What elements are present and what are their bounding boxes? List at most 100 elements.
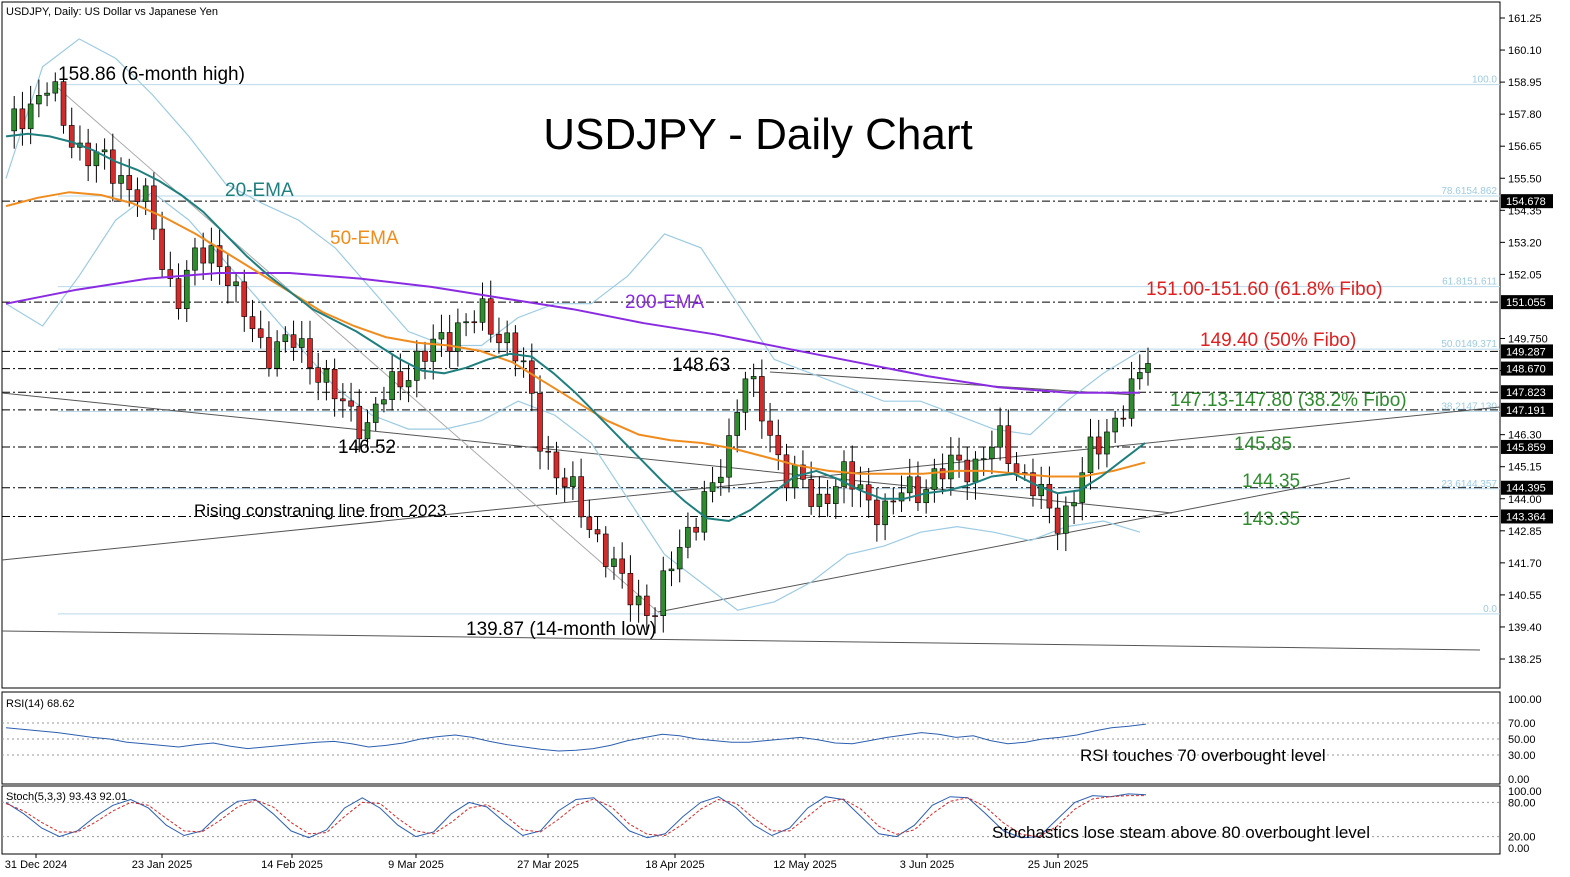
annotation-fibo618: 151.00-151.60 (61.8% Fibo) bbox=[1146, 279, 1383, 300]
chart-title: USDJPY - Daily Chart bbox=[543, 110, 973, 159]
price-tag-label: 144.395 bbox=[1506, 483, 1546, 495]
candle-body bbox=[496, 333, 502, 344]
annotation-low: 139.87 (14-month low) bbox=[466, 619, 656, 640]
candle-body bbox=[709, 482, 716, 492]
price-tick-label: 146.30 bbox=[1508, 430, 1542, 442]
price-tick-label: 158.95 bbox=[1508, 77, 1542, 89]
price-tag-box bbox=[1501, 402, 1553, 417]
candle-body bbox=[841, 461, 847, 487]
fibo-diagonal bbox=[57, 87, 659, 613]
candle-body bbox=[200, 247, 206, 264]
candle-body bbox=[948, 454, 954, 480]
date-label: 3 Jun 2025 bbox=[900, 859, 954, 871]
date-axis: 31 Dec 2024 23 Jan 2025 14 Feb 2025 9 Mar 2… bbox=[5, 854, 1088, 871]
candle-body bbox=[676, 547, 683, 570]
candle-body bbox=[898, 492, 905, 502]
candle-body bbox=[931, 468, 938, 490]
date-label: 31 Dec 2024 bbox=[5, 859, 67, 871]
bollinger-upper-line bbox=[5, 38, 1141, 436]
candle-body bbox=[93, 151, 100, 167]
price-tick-label: 155.50 bbox=[1508, 173, 1542, 185]
candle-body bbox=[824, 493, 831, 504]
candle-body bbox=[487, 298, 494, 335]
stoch-panel-frame bbox=[1, 785, 1501, 855]
fib-label-4: 38.2147.130 bbox=[1441, 402, 1497, 413]
fib-label-5: 23.6144.357 bbox=[1441, 479, 1497, 490]
rsi-panel: 100.00 70.00 50.00 30.00 0.00 bbox=[2, 694, 1542, 786]
candle-body bbox=[372, 403, 379, 423]
candle-body bbox=[27, 103, 34, 130]
candle-body bbox=[849, 461, 856, 490]
candle-body bbox=[701, 491, 708, 533]
price-tick-label: 160.10 bbox=[1508, 45, 1542, 57]
candle-body bbox=[290, 334, 297, 348]
stoch-tick-label: 0.00 bbox=[1508, 843, 1529, 855]
candle-body bbox=[1136, 372, 1143, 380]
annotation-support3: 143.35 bbox=[1242, 509, 1300, 530]
candle-body bbox=[340, 398, 346, 402]
stoch-signal-line bbox=[5, 795, 1146, 838]
candle-body bbox=[11, 108, 18, 132]
candle-body bbox=[1013, 463, 1020, 473]
candle-body bbox=[570, 476, 576, 487]
bollinger-bands bbox=[5, 38, 1141, 611]
rsi-caption: RSI(14) 68.62 bbox=[6, 698, 74, 710]
rsi-tick-label: 0.00 bbox=[1508, 774, 1529, 786]
candle-body bbox=[750, 376, 757, 380]
annotation-rising-line: Rising constraning line from 2023 bbox=[194, 501, 446, 520]
price-tick-label: 157.80 bbox=[1508, 109, 1542, 121]
price-tag-box bbox=[1501, 194, 1553, 209]
price-tick-label: 154.35 bbox=[1508, 205, 1542, 217]
price-tag-box bbox=[1501, 480, 1553, 495]
candle-body bbox=[726, 435, 732, 478]
rsi-tick-label: 70.00 bbox=[1508, 718, 1536, 730]
price-tag-label: 147.191 bbox=[1506, 405, 1546, 417]
candle-body bbox=[874, 499, 880, 526]
resistance-trendline bbox=[769, 371, 1136, 396]
date-label: 27 Mar 2025 bbox=[517, 859, 579, 871]
price-tick-label: 149.750 bbox=[1508, 334, 1548, 346]
candle-body bbox=[619, 558, 625, 574]
candle-body bbox=[430, 338, 437, 362]
candle-body bbox=[529, 360, 535, 394]
date-label: 18 Apr 2025 bbox=[645, 859, 704, 871]
annotation-low1: 146.52 bbox=[338, 437, 396, 458]
candle-body bbox=[783, 454, 790, 489]
price-tick-label: 141.70 bbox=[1508, 558, 1542, 570]
candle-body bbox=[479, 298, 486, 323]
candle-body bbox=[175, 278, 182, 310]
ema50-line bbox=[5, 191, 1146, 478]
price-tick-label: 139.40 bbox=[1508, 622, 1542, 634]
stoch-tick-label: 80.00 bbox=[1508, 797, 1536, 809]
price-tick-label: 153.20 bbox=[1508, 237, 1542, 249]
candle-body bbox=[685, 526, 691, 548]
candle-body bbox=[233, 281, 239, 286]
label-ema50: 50-EMA bbox=[330, 228, 399, 249]
rsi-line bbox=[5, 723, 1147, 752]
candle-body bbox=[742, 378, 749, 413]
price-tag-label: 145.859 bbox=[1506, 442, 1546, 454]
candle-body bbox=[167, 269, 174, 279]
candle-body bbox=[446, 332, 453, 352]
candle-body bbox=[266, 337, 272, 369]
candle-body bbox=[1104, 431, 1110, 455]
candle-body bbox=[1038, 483, 1044, 497]
candle-body bbox=[1063, 505, 1069, 534]
candle-body bbox=[504, 332, 510, 344]
candle-body bbox=[602, 533, 609, 567]
price-tick-label: 142.85 bbox=[1508, 526, 1542, 538]
ema-lines bbox=[5, 132, 1146, 523]
candle-body bbox=[939, 468, 946, 480]
date-label: 25 Jun 2025 bbox=[1028, 859, 1089, 871]
candle-body bbox=[19, 108, 26, 130]
horizontal-levels bbox=[2, 200, 1500, 517]
fib-label-6: 0.0 bbox=[1483, 604, 1497, 615]
candle-body bbox=[44, 92, 50, 96]
price-tag-label: 143.364 bbox=[1506, 511, 1546, 523]
candle-body bbox=[520, 360, 527, 363]
candle-body bbox=[594, 529, 601, 535]
candle-body bbox=[890, 500, 897, 503]
price-tick-label: 156.65 bbox=[1508, 141, 1542, 153]
